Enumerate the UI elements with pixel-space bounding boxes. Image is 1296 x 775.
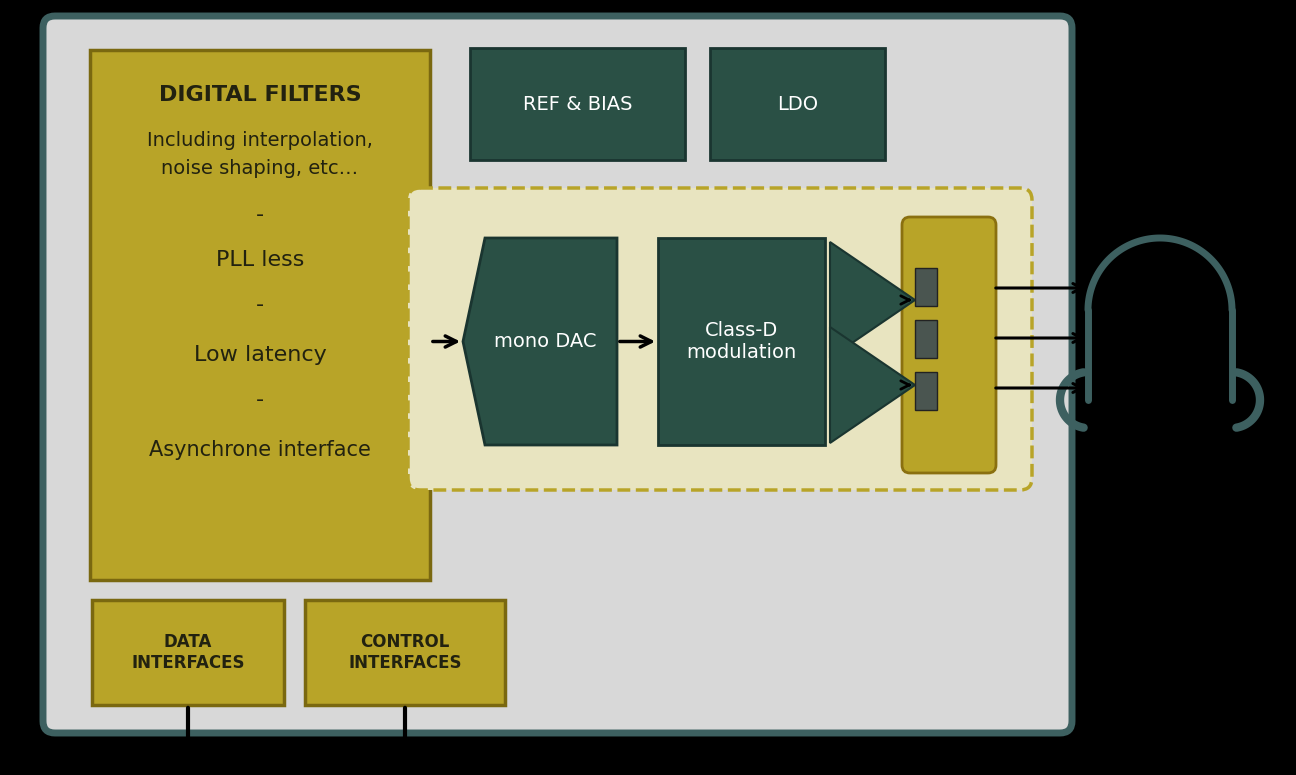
Text: -: - (255, 205, 264, 225)
Polygon shape (829, 242, 915, 358)
Polygon shape (829, 327, 915, 443)
Text: PLL less: PLL less (216, 250, 305, 270)
Bar (915, 372, 937, 410)
Bar (89, 50, 430, 580)
Bar (92, 600, 284, 705)
FancyBboxPatch shape (902, 217, 997, 473)
Polygon shape (463, 238, 617, 445)
Text: DATA
INTERFACES: DATA INTERFACES (131, 633, 245, 672)
Text: Class-D
modulation: Class-D modulation (687, 321, 797, 362)
Bar (470, 48, 686, 160)
Text: -: - (255, 295, 264, 315)
Bar (915, 268, 937, 306)
Text: mono DAC: mono DAC (494, 332, 596, 351)
Bar (658, 238, 826, 445)
Text: noise shaping, etc…: noise shaping, etc… (162, 159, 359, 177)
FancyBboxPatch shape (43, 16, 1072, 733)
Text: Including interpolation,: Including interpolation, (146, 130, 373, 150)
Text: REF & BIAS: REF & BIAS (524, 95, 632, 113)
Text: Asynchrone interface: Asynchrone interface (149, 440, 371, 460)
Bar (915, 320, 937, 358)
Text: Low latency: Low latency (193, 345, 327, 365)
Text: DIGITAL FILTERS: DIGITAL FILTERS (158, 85, 362, 105)
Text: CONTROL
INTERFACES: CONTROL INTERFACES (349, 633, 461, 672)
Bar (710, 48, 885, 160)
Text: -: - (255, 390, 264, 410)
Bar (305, 600, 505, 705)
Text: LDO: LDO (778, 95, 819, 113)
FancyBboxPatch shape (408, 188, 1032, 490)
